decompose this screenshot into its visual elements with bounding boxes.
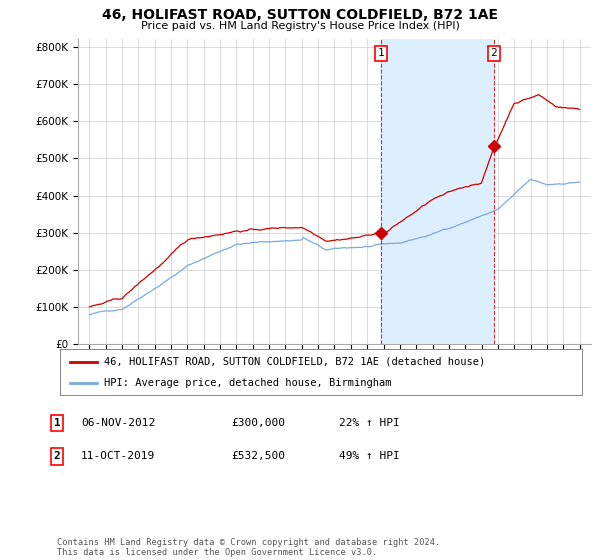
Text: 2: 2 [53,451,61,461]
Text: HPI: Average price, detached house, Birmingham: HPI: Average price, detached house, Birm… [104,379,392,388]
Text: 1: 1 [377,48,384,58]
Text: 49% ↑ HPI: 49% ↑ HPI [339,451,400,461]
Text: £532,500: £532,500 [231,451,285,461]
Text: 11-OCT-2019: 11-OCT-2019 [81,451,155,461]
Text: 46, HOLIFAST ROAD, SUTTON COLDFIELD, B72 1AE (detached house): 46, HOLIFAST ROAD, SUTTON COLDFIELD, B72… [104,357,485,367]
Text: Contains HM Land Registry data © Crown copyright and database right 2024.
This d: Contains HM Land Registry data © Crown c… [57,538,440,557]
Text: 22% ↑ HPI: 22% ↑ HPI [339,418,400,428]
Text: 2: 2 [490,48,497,58]
Bar [381,39,494,344]
Text: Price paid vs. HM Land Registry's House Price Index (HPI): Price paid vs. HM Land Registry's House … [140,21,460,31]
Text: £300,000: £300,000 [231,418,285,428]
Text: 46, HOLIFAST ROAD, SUTTON COLDFIELD, B72 1AE: 46, HOLIFAST ROAD, SUTTON COLDFIELD, B72… [102,8,498,22]
Text: 1: 1 [53,418,61,428]
Text: 06-NOV-2012: 06-NOV-2012 [81,418,155,428]
